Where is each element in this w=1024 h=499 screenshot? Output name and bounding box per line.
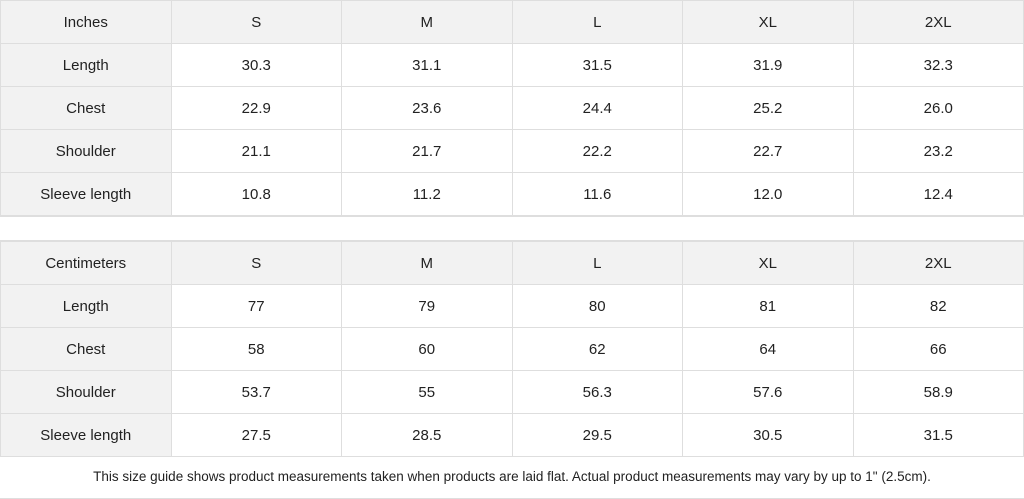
table-cell: 32.3 [852,43,1024,87]
column-header: L [511,0,683,44]
row-label: Chest [0,86,172,130]
column-header: XL [682,241,854,285]
table-cell: 12.4 [852,172,1024,216]
column-header: 2XL [852,0,1024,44]
table-row: Length 77 79 80 81 82 [0,284,1024,328]
column-header: Inches [0,0,172,44]
column-header: XL [682,0,854,44]
row-label: Length [0,284,172,328]
table-cell: 66 [852,327,1024,371]
table-cell: 53.7 [170,370,342,414]
centimeters-table: Centimeters S M L XL 2XL Length 77 79 80 81 82 Chest… [0,241,1024,457]
table-cell: 55 [341,370,513,414]
table-spacer [0,216,1024,241]
table-row: Sleeve length 27.5 28.5 29.5 30.5 31.5 [0,413,1024,457]
table-cell: 31.9 [682,43,854,87]
table-row: Shoulder 21.1 21.7 22.2 22.7 23.2 [0,129,1024,173]
table-cell: 10.8 [170,172,342,216]
table-cell: 79 [341,284,513,328]
table-cell: 30.5 [682,413,854,457]
table-row: Chest 58 60 62 64 66 [0,327,1024,371]
row-label: Sleeve length [0,172,172,216]
table-cell: 60 [341,327,513,371]
table-row: Chest 22.9 23.6 24.4 25.2 26.0 [0,86,1024,130]
table-cell: 11.6 [511,172,683,216]
inches-table: Inches S M L XL 2XL Length 30.3 31.1 31.5 31.9 32.3… [0,0,1024,216]
table-cell: 58.9 [852,370,1024,414]
column-header: S [170,241,342,285]
table-cell: 57.6 [682,370,854,414]
table-cell: 31.5 [511,43,683,87]
table-cell: 64 [682,327,854,371]
table-cell: 22.9 [170,86,342,130]
table-cell: 25.2 [682,86,854,130]
table-cell: 30.3 [170,43,342,87]
table-cell: 31.5 [852,413,1024,457]
table-cell: 29.5 [511,413,683,457]
size-guide-note: This size guide shows product measuremen… [0,457,1024,499]
table-cell: 21.1 [170,129,342,173]
column-header: Centimeters [0,241,172,285]
column-header: M [341,241,513,285]
row-label: Chest [0,327,172,371]
table-cell: 23.6 [341,86,513,130]
table-cell: 23.2 [852,129,1024,173]
table-row: Length 30.3 31.1 31.5 31.9 32.3 [0,43,1024,87]
column-header: M [341,0,513,44]
table-cell: 58 [170,327,342,371]
table-cell: 28.5 [341,413,513,457]
row-label: Length [0,43,172,87]
table-cell: 11.2 [341,172,513,216]
table-cell: 21.7 [341,129,513,173]
table-cell: 24.4 [511,86,683,130]
table-cell: 62 [511,327,683,371]
table-cell: 81 [682,284,854,328]
column-header: S [170,0,342,44]
table-row: Sleeve length 10.8 11.2 11.6 12.0 12.4 [0,172,1024,216]
header-row: Inches S M L XL 2XL [0,0,1024,44]
table-cell: 31.1 [341,43,513,87]
table-cell: 56.3 [511,370,683,414]
row-label: Sleeve length [0,413,172,457]
table-cell: 22.2 [511,129,683,173]
table-cell: 80 [511,284,683,328]
table-cell: 77 [170,284,342,328]
row-label: Shoulder [0,129,172,173]
column-header: 2XL [852,241,1024,285]
table-cell: 22.7 [682,129,854,173]
header-row: Centimeters S M L XL 2XL [0,241,1024,285]
column-header: L [511,241,683,285]
table-cell: 27.5 [170,413,342,457]
table-cell: 26.0 [852,86,1024,130]
row-label: Shoulder [0,370,172,414]
table-row: Shoulder 53.7 55 56.3 57.6 58.9 [0,370,1024,414]
table-cell: 12.0 [682,172,854,216]
table-cell: 82 [852,284,1024,328]
